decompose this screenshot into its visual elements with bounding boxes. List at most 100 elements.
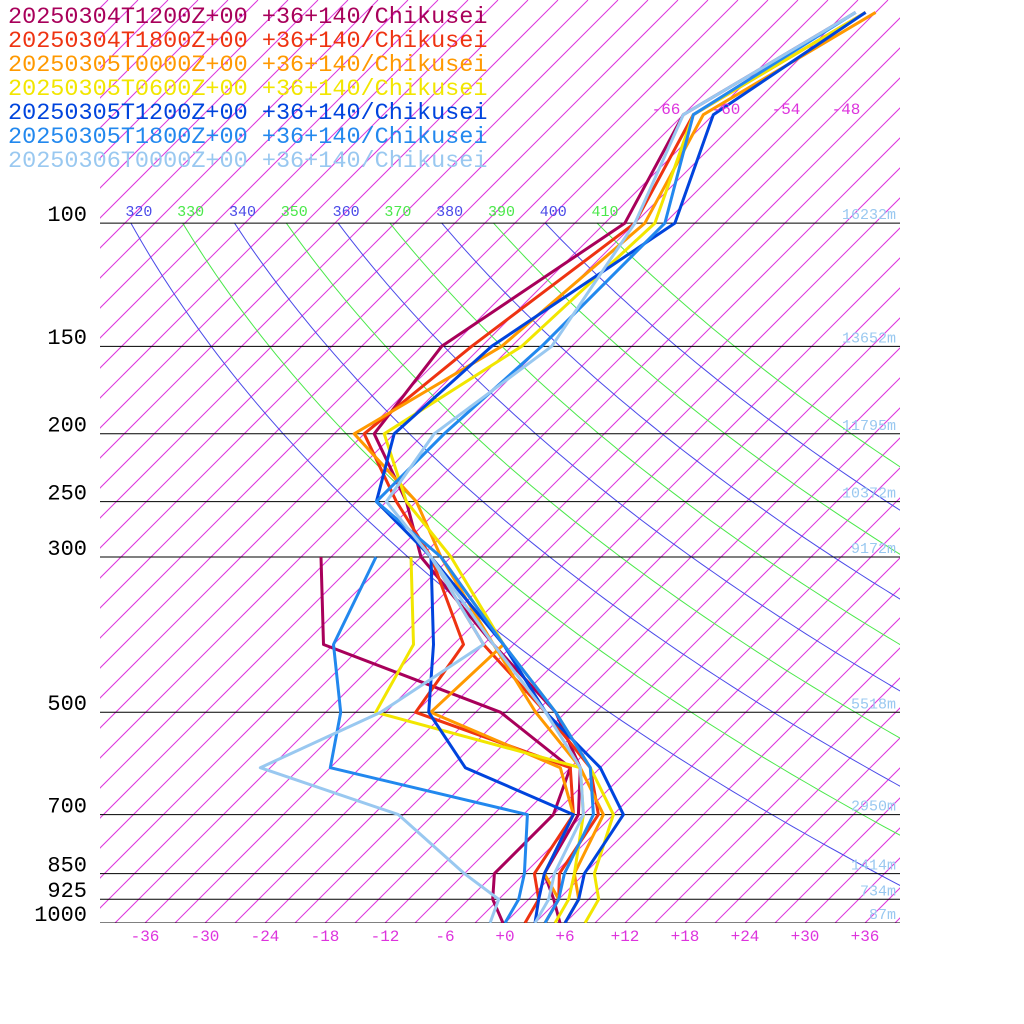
isotherm: [100, 0, 469, 369]
isotherm: [354, 377, 900, 923]
isotherm: [100, 107, 900, 909]
isotherm: [100, 0, 799, 699]
isotherm: [100, 0, 289, 189]
legend-entry: 20250306T0000Z+00 +36+140/Chikusei: [8, 148, 487, 175]
isotherm-label: -66: [652, 101, 681, 119]
isotherm: [174, 197, 900, 923]
dewpoint-line: [427, 556, 575, 923]
isotherm: [264, 287, 900, 923]
height-label: 13652m: [842, 330, 896, 347]
temperature-line: [382, 11, 867, 923]
adiabat-label: 350: [281, 204, 308, 221]
temperature-line: [384, 11, 857, 923]
isotherm: [444, 467, 900, 923]
dewpoint-line: [328, 556, 529, 923]
isotherm: [864, 887, 900, 923]
legend-entry: 20250305T0000Z+00 +36+140/Chikusei: [8, 52, 487, 79]
isotherm-label: -54: [772, 101, 801, 119]
adiabat-label: 370: [384, 204, 411, 221]
height-label: 9172m: [851, 541, 896, 558]
isotherm: [100, 0, 559, 459]
x-tick-label: +12: [611, 928, 640, 946]
adiabat-label: 410: [592, 204, 619, 221]
isotherm-label: -60: [712, 101, 741, 119]
labels: 320 330 340 350 360 370 380 390 400 410 100 16232m 1…: [8, 4, 896, 946]
isotherm: [100, 0, 769, 669]
isotherm: [624, 647, 900, 923]
x-tick-label: +18: [671, 928, 700, 946]
height-label: 734m: [860, 883, 896, 900]
isotherm: [534, 557, 900, 923]
pressure-label: 1000: [34, 903, 87, 928]
pressure-label: 500: [47, 692, 87, 717]
pressure-label: 150: [47, 326, 87, 351]
isotherm: [100, 0, 649, 549]
dewpoint-line: [429, 556, 575, 923]
isotherm: [684, 707, 900, 923]
x-tick-label: -36: [131, 928, 160, 946]
x-tick-label: -24: [251, 928, 280, 946]
dewpoint-line: [258, 556, 501, 923]
isotherm: [100, 77, 900, 879]
dewpoint-line: [414, 556, 575, 923]
isotherm: [100, 0, 409, 309]
adiabat-label: 360: [333, 204, 360, 221]
legend-entry: 20250305T1200Z+00 +36+140/Chikusei: [8, 100, 487, 127]
adiabat-label: 380: [436, 204, 463, 221]
x-tick-label: +6: [555, 928, 574, 946]
isotherm: [100, 0, 529, 429]
x-tick-label: -6: [435, 928, 454, 946]
isotherm: [324, 347, 900, 923]
pressure-label: 925: [47, 879, 87, 904]
isotherm: [804, 827, 900, 923]
x-tick-label: +24: [731, 928, 760, 946]
height-label: 16232m: [842, 207, 896, 224]
height-label: 87m: [869, 907, 896, 924]
dry-adiabat: [130, 222, 900, 886]
adiabat-label: 320: [125, 204, 152, 221]
pressure-label: 700: [47, 794, 87, 819]
x-tick-label: +30: [791, 928, 820, 946]
isotherm: [100, 0, 889, 789]
isotherm: [100, 0, 829, 729]
dry-adiabat: [441, 222, 900, 600]
isotherm: [204, 227, 900, 923]
isotherm: [100, 0, 739, 639]
isotherm: [100, 0, 499, 399]
dry-adiabat: [234, 222, 900, 787]
height-label: 11795m: [842, 418, 896, 435]
isotherm: [894, 917, 900, 923]
pressure-label: 200: [47, 414, 87, 439]
dry-adiabat: [285, 222, 900, 739]
isotherm: [564, 587, 900, 923]
isotherm: [100, 0, 679, 579]
isotherm: [100, 0, 259, 159]
isotherm: [834, 857, 900, 923]
dry-adiabat: [337, 222, 900, 692]
isotherm: [100, 0, 379, 279]
isotherm: [594, 617, 900, 923]
legend-entry: 20250304T1200Z+00 +36+140/Chikusei: [8, 4, 487, 31]
legend-entry: 20250305T1800Z+00 +36+140/Chikusei: [8, 124, 487, 151]
isotherm: [234, 257, 900, 923]
dry-adiabat: [182, 222, 900, 836]
isotherm: [384, 407, 900, 923]
isotherm: [100, 0, 439, 339]
pressure-label: 850: [47, 853, 87, 878]
adiabat-label: 340: [229, 204, 256, 221]
x-tick-label: +0: [495, 928, 514, 946]
x-tick-label: -12: [371, 928, 400, 946]
isotherm: [100, 0, 319, 219]
height-label: 10372m: [842, 486, 896, 503]
dry-adiabat: [544, 222, 900, 511]
x-tick-label: -18: [311, 928, 340, 946]
isotherm: [100, 17, 900, 819]
isotherm-label: -48: [832, 101, 861, 119]
x-tick-label: +36: [851, 928, 880, 946]
isotherm: [474, 497, 900, 923]
isotherm: [100, 0, 619, 519]
adiabat-label: 400: [540, 204, 567, 221]
pressure-label: 300: [47, 537, 87, 562]
height-label: 2950m: [851, 799, 896, 816]
